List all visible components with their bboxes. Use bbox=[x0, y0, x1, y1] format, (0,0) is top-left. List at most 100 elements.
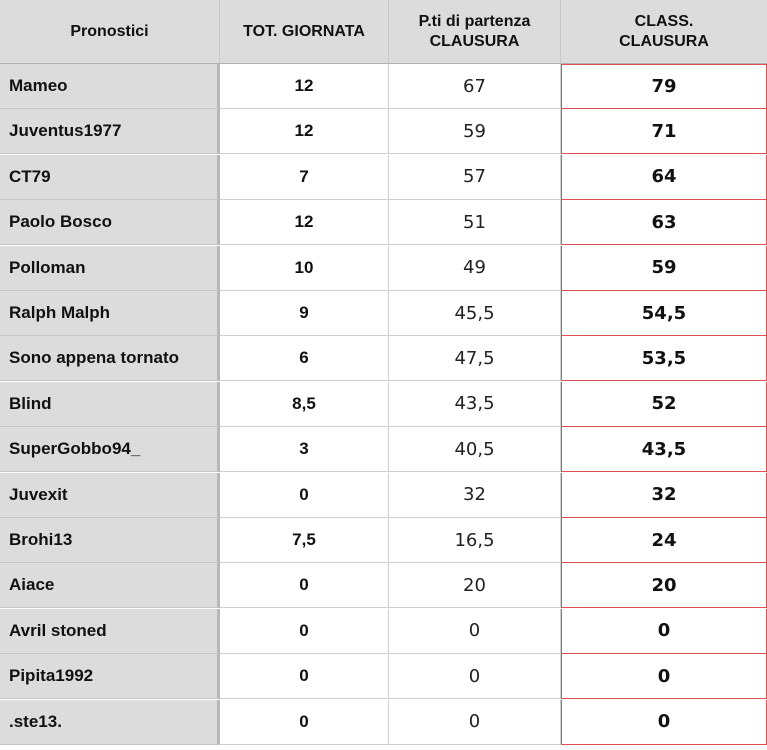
class-clausura-cell-value: 71 bbox=[651, 120, 677, 142]
player-name-cell: Polloman bbox=[0, 245, 220, 291]
class-clausura-cell: 0 bbox=[561, 654, 767, 700]
table-row: Pipita1992 0 0 0 bbox=[0, 654, 767, 700]
player-name-cell: SuperGobbo94_ bbox=[0, 427, 220, 473]
player-name-cell: .ste13. bbox=[0, 699, 220, 745]
punti-partenza-cell: 40,5 bbox=[389, 427, 561, 473]
class-clausura-cell-value: 0 bbox=[657, 711, 671, 733]
class-clausura-cell: 54,5 bbox=[561, 291, 767, 336]
player-name-cell: Juventus1977 bbox=[0, 109, 220, 155]
class-clausura-cell-value: 0 bbox=[657, 665, 671, 687]
punti-partenza-cell: 67 bbox=[389, 64, 561, 109]
punti-partenza-cell-value: 20 bbox=[463, 574, 486, 596]
tot-giornata-cell: 12 bbox=[220, 64, 389, 109]
tot-giornata-cell: 7,5 bbox=[220, 518, 389, 563]
header-pronostici-label: Pronostici bbox=[70, 22, 149, 40]
table-row: .ste13. 0 0 0 bbox=[0, 699, 767, 746]
class-clausura-cell-value: 79 bbox=[651, 76, 677, 97]
tot-giornata-cell-value: 9 bbox=[299, 303, 309, 322]
player-name-cell-value: Ralph Malph bbox=[9, 303, 111, 322]
tot-giornata-cell: 12 bbox=[220, 200, 389, 246]
class-clausura-cell: 20 bbox=[561, 563, 767, 609]
tot-giornata-cell-value: 0 bbox=[299, 666, 309, 686]
player-name-cell-value: SuperGobbo94_ bbox=[9, 439, 141, 459]
punti-partenza-cell-value: 32 bbox=[463, 484, 486, 506]
punti-partenza-cell-value: 67 bbox=[463, 75, 486, 97]
player-name-cell-value: Polloman bbox=[9, 257, 86, 277]
player-name-cell-value: Juvexit bbox=[9, 484, 68, 504]
punti-partenza-cell: 0 bbox=[389, 699, 561, 745]
player-name-cell-value: Blind bbox=[9, 393, 52, 413]
class-clausura-cell-value: 0 bbox=[657, 620, 671, 642]
player-name-cell-value: Sono appena tornato bbox=[9, 348, 179, 368]
player-name-cell: Pipita1992 bbox=[0, 654, 220, 700]
punti-partenza-cell: 51 bbox=[389, 200, 561, 246]
player-name-cell-value: .ste13. bbox=[9, 711, 62, 731]
player-name-cell-value: CT79 bbox=[9, 166, 51, 186]
table-row: SuperGobbo94_ 3 40,5 43,5 bbox=[0, 427, 767, 473]
class-clausura-cell: 0 bbox=[561, 608, 767, 654]
class-clausura-cell: 79 bbox=[561, 64, 767, 109]
class-clausura-cell-value: 64 bbox=[651, 166, 677, 188]
punti-partenza-cell-value: 47,5 bbox=[454, 347, 495, 369]
player-name-cell-value: Avril stoned bbox=[9, 620, 107, 640]
punti-partenza-cell: 59 bbox=[389, 109, 561, 155]
tot-giornata-cell-value: 0 bbox=[299, 620, 309, 640]
table-row: Juvexit 0 32 32 bbox=[0, 472, 767, 519]
class-clausura-cell: 32 bbox=[561, 472, 767, 518]
player-name-cell: Juvexit bbox=[0, 472, 220, 518]
header-punti-partenza-line1: P.ti di partenza bbox=[418, 12, 531, 30]
tot-giornata-cell: 6 bbox=[220, 336, 389, 382]
header-punti-partenza-text: P.ti di partenza CLAUSURA bbox=[419, 12, 531, 52]
tot-giornata-cell: 7 bbox=[220, 154, 389, 200]
punti-partenza-cell-value: 40,5 bbox=[454, 438, 495, 460]
tot-giornata-cell-value: 12 bbox=[294, 76, 314, 95]
header-class-clausura-line2: CLAUSURA bbox=[619, 32, 709, 50]
punti-partenza-cell-value: 57 bbox=[463, 166, 486, 188]
class-clausura-cell: 52 bbox=[561, 381, 767, 427]
punti-partenza-cell: 32 bbox=[389, 472, 561, 518]
table-row: Aiace 0 20 20 bbox=[0, 563, 767, 609]
tot-giornata-cell-value: 12 bbox=[294, 212, 314, 232]
punti-partenza-cell-value: 49 bbox=[463, 257, 486, 279]
tot-giornata-cell: 12 bbox=[220, 109, 389, 155]
tot-giornata-cell: 10 bbox=[220, 245, 389, 291]
punti-partenza-cell: 49 bbox=[389, 245, 561, 291]
table-row: Ralph Malph 9 45,5 54,5 bbox=[0, 291, 767, 337]
header-class-clausura-line1: CLASS. bbox=[634, 12, 694, 30]
player-name-cell-value: Aiace bbox=[9, 575, 55, 595]
class-clausura-cell: 53,5 bbox=[561, 336, 767, 382]
punti-partenza-cell-value: 0 bbox=[468, 665, 481, 687]
class-clausura-cell: 43,5 bbox=[561, 427, 767, 473]
tot-giornata-cell-value: 12 bbox=[294, 121, 314, 141]
table-row: Mameo 12 67 79 bbox=[0, 64, 767, 110]
tot-giornata-cell: 0 bbox=[220, 654, 389, 700]
tot-giornata-cell: 0 bbox=[220, 472, 389, 518]
tot-giornata-cell: 9 bbox=[220, 291, 389, 336]
punti-partenza-cell-value: 51 bbox=[463, 211, 486, 233]
tot-giornata-cell-value: 6 bbox=[299, 348, 309, 368]
player-name-cell-value: Mameo bbox=[9, 76, 68, 95]
tot-giornata-cell-value: 8,5 bbox=[292, 393, 316, 413]
header-row: Pronostici TOT. GIORNATA P.ti di partenz… bbox=[0, 0, 767, 64]
player-name-cell: Ralph Malph bbox=[0, 291, 220, 336]
tot-giornata-cell-value: 0 bbox=[299, 484, 309, 504]
header-class-clausura-text: CLASS. CLAUSURA bbox=[619, 12, 709, 52]
class-clausura-cell: 0 bbox=[561, 699, 767, 745]
punti-partenza-cell-value: 45,5 bbox=[454, 302, 495, 324]
punti-partenza-cell-value: 0 bbox=[468, 620, 481, 642]
table-row: Avril stoned 0 0 0 bbox=[0, 608, 767, 655]
player-name-cell-value: Brohi13 bbox=[9, 530, 73, 549]
header-class-clausura: CLASS. CLAUSURA bbox=[561, 0, 767, 64]
punti-partenza-cell: 0 bbox=[389, 654, 561, 700]
table-row: Paolo Bosco 12 51 63 bbox=[0, 200, 767, 246]
player-name-cell: CT79 bbox=[0, 154, 220, 200]
punti-partenza-cell-value: 43,5 bbox=[454, 393, 495, 415]
header-punti-partenza-line2: CLAUSURA bbox=[429, 32, 520, 50]
class-clausura-cell: 24 bbox=[561, 518, 767, 563]
class-clausura-cell-value: 32 bbox=[651, 484, 677, 506]
player-name-cell: Mameo bbox=[0, 64, 220, 109]
player-name-cell: Avril stoned bbox=[0, 608, 220, 654]
class-clausura-cell-value: 53,5 bbox=[641, 347, 687, 369]
header-pronostici: Pronostici bbox=[0, 0, 220, 64]
